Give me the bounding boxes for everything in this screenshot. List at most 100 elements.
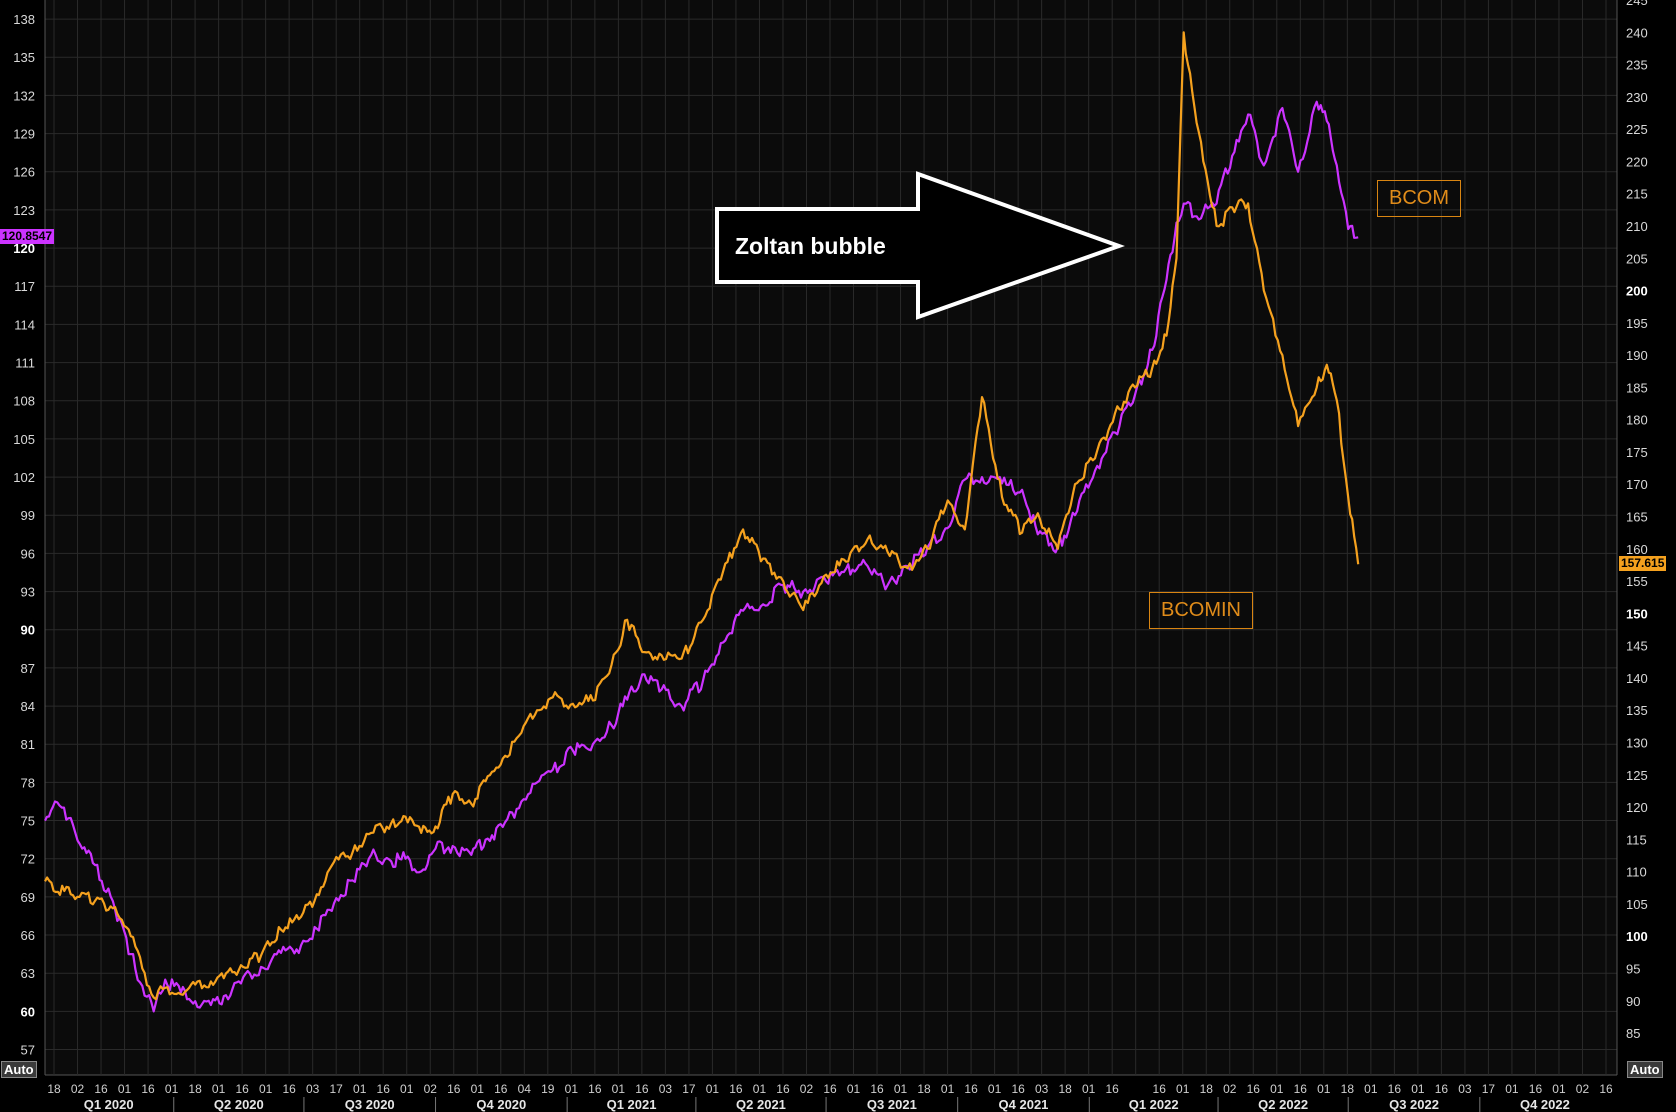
right-tick-label: 120 bbox=[1626, 800, 1648, 815]
x-tick-label: 16 bbox=[1529, 1082, 1543, 1096]
x-tick-label: 01 bbox=[565, 1082, 579, 1096]
arrow-shape bbox=[715, 171, 1125, 320]
right-tick-label: 135 bbox=[1626, 703, 1648, 718]
x-quarter-label: Q1 2021 bbox=[607, 1097, 657, 1112]
x-tick-label: 18 bbox=[1200, 1082, 1214, 1096]
plot-area bbox=[45, 0, 1617, 1075]
x-tick-label: 17 bbox=[682, 1082, 696, 1096]
x-tick-label: 03 bbox=[1458, 1082, 1472, 1096]
right-tick-label: 90 bbox=[1626, 994, 1640, 1009]
x-tick-label: 16 bbox=[729, 1082, 743, 1096]
left-tick-label: 126 bbox=[13, 165, 35, 180]
left-tick-label: 117 bbox=[14, 279, 35, 294]
x-tick-label: 16 bbox=[1106, 1082, 1120, 1096]
left-tick-label: 114 bbox=[14, 317, 35, 332]
left-tick-label: 90 bbox=[21, 623, 35, 638]
x-tick-label: 16 bbox=[1153, 1082, 1167, 1096]
x-tick-label: 01 bbox=[165, 1082, 179, 1096]
right-tick-label: 175 bbox=[1626, 445, 1648, 460]
x-tick-label: 02 bbox=[424, 1082, 438, 1096]
x-tick-label: 01 bbox=[259, 1082, 273, 1096]
x-tick-label: 16 bbox=[823, 1082, 837, 1096]
x-quarter-label: Q3 2020 bbox=[345, 1097, 395, 1112]
right-tick-label: 225 bbox=[1626, 122, 1648, 137]
x-tick-label: 01 bbox=[118, 1082, 132, 1096]
left-tick-label: 81 bbox=[21, 737, 35, 752]
x-tick-label: 17 bbox=[1482, 1082, 1496, 1096]
x-tick-label: 16 bbox=[588, 1082, 602, 1096]
left-tick-label: 96 bbox=[21, 546, 35, 561]
x-tick-label: 03 bbox=[306, 1082, 320, 1096]
x-tick-label: 16 bbox=[1294, 1082, 1308, 1096]
right-tick-label: 160 bbox=[1626, 542, 1648, 557]
x-quarter-label: Q1 2022 bbox=[1129, 1097, 1179, 1112]
left-tick-label: 57 bbox=[21, 1043, 35, 1058]
x-tick-label: 01 bbox=[753, 1082, 767, 1096]
x-tick-label: 01 bbox=[471, 1082, 485, 1096]
x-tick-label: 16 bbox=[377, 1082, 391, 1096]
x-tick-label: 16 bbox=[964, 1082, 978, 1096]
annotation-arrow: Zoltan bubble bbox=[715, 171, 1125, 320]
right-tick-label: 85 bbox=[1626, 1026, 1640, 1041]
series-lines bbox=[44, 31, 1360, 1013]
bcom-last-value-badge: 120.8547 bbox=[0, 229, 55, 245]
x-tick-label: 18 bbox=[47, 1082, 61, 1096]
right-tick-label: 95 bbox=[1626, 961, 1640, 976]
x-tick-label: 16 bbox=[141, 1082, 155, 1096]
x-quarter-label: Q4 2020 bbox=[476, 1097, 526, 1112]
left-axis-auto-button[interactable]: Auto bbox=[1, 1061, 37, 1078]
x-tick-label: 01 bbox=[1552, 1082, 1566, 1096]
x-tick-label: 16 bbox=[94, 1082, 108, 1096]
right-tick-label: 230 bbox=[1626, 90, 1648, 105]
x-quarter-label: Q4 2022 bbox=[1520, 1097, 1570, 1112]
right-tick-label: 240 bbox=[1626, 25, 1648, 40]
x-tick-label: 01 bbox=[1411, 1082, 1425, 1096]
x-quarter-label: Q3 2022 bbox=[1389, 1097, 1439, 1112]
right-y-axis: 85 90 95 100 105 110 115 120 125 130 135 140 145 150 1… bbox=[1626, 0, 1648, 1041]
x-tick-label: 01 bbox=[1317, 1082, 1331, 1096]
left-tick-label: 72 bbox=[21, 852, 35, 867]
left-tick-label: 111 bbox=[15, 356, 35, 371]
right-tick-label: 200 bbox=[1626, 284, 1648, 299]
right-tick-label: 245 bbox=[1626, 0, 1648, 8]
right-axis-auto-button[interactable]: Auto bbox=[1627, 1061, 1663, 1078]
x-quarter-label: Q2 2021 bbox=[736, 1097, 786, 1112]
right-tick-label: 220 bbox=[1626, 154, 1648, 169]
legend-bcomin: BCOMIN bbox=[1149, 592, 1253, 629]
left-tick-label: 123 bbox=[13, 203, 35, 218]
right-tick-label: 110 bbox=[1626, 865, 1647, 880]
x-tick-label: 02 bbox=[1223, 1082, 1237, 1096]
x-tick-label: 02 bbox=[800, 1082, 814, 1096]
left-tick-label: 93 bbox=[21, 585, 35, 600]
x-tick-label: 01 bbox=[1364, 1082, 1378, 1096]
x-tick-label: 18 bbox=[1058, 1082, 1072, 1096]
right-tick-label: 190 bbox=[1626, 348, 1648, 363]
x-tick-label: 01 bbox=[1176, 1082, 1190, 1096]
x-tick-label: 16 bbox=[1247, 1082, 1261, 1096]
x-tick-label: 16 bbox=[447, 1082, 461, 1096]
right-tick-label: 205 bbox=[1626, 251, 1648, 266]
x-tick-label: 01 bbox=[941, 1082, 955, 1096]
right-tick-label: 210 bbox=[1626, 219, 1648, 234]
x-tick-label: 03 bbox=[659, 1082, 673, 1096]
x-tick-label: 01 bbox=[1082, 1082, 1096, 1096]
x-quarter-label: Q2 2022 bbox=[1258, 1097, 1308, 1112]
x-tick-label: 01 bbox=[1270, 1082, 1284, 1096]
right-tick-label: 155 bbox=[1626, 574, 1648, 589]
x-tick-label: 01 bbox=[400, 1082, 414, 1096]
x-tick-label: 18 bbox=[188, 1082, 202, 1096]
right-tick-label: 180 bbox=[1626, 413, 1648, 428]
left-tick-label: 135 bbox=[13, 50, 35, 65]
x-tick-label: 16 bbox=[494, 1082, 508, 1096]
left-tick-label: 138 bbox=[13, 12, 35, 27]
right-tick-label: 170 bbox=[1626, 477, 1648, 492]
right-tick-label: 195 bbox=[1626, 316, 1648, 331]
x-tick-label: 16 bbox=[635, 1082, 649, 1096]
left-tick-label: 78 bbox=[21, 775, 35, 790]
x-tick-label: 16 bbox=[1435, 1082, 1449, 1096]
x-tick-label: 16 bbox=[776, 1082, 790, 1096]
left-tick-label: 87 bbox=[21, 661, 35, 676]
x-tick-label: 04 bbox=[518, 1082, 532, 1096]
x-tick-label: 01 bbox=[1505, 1082, 1519, 1096]
